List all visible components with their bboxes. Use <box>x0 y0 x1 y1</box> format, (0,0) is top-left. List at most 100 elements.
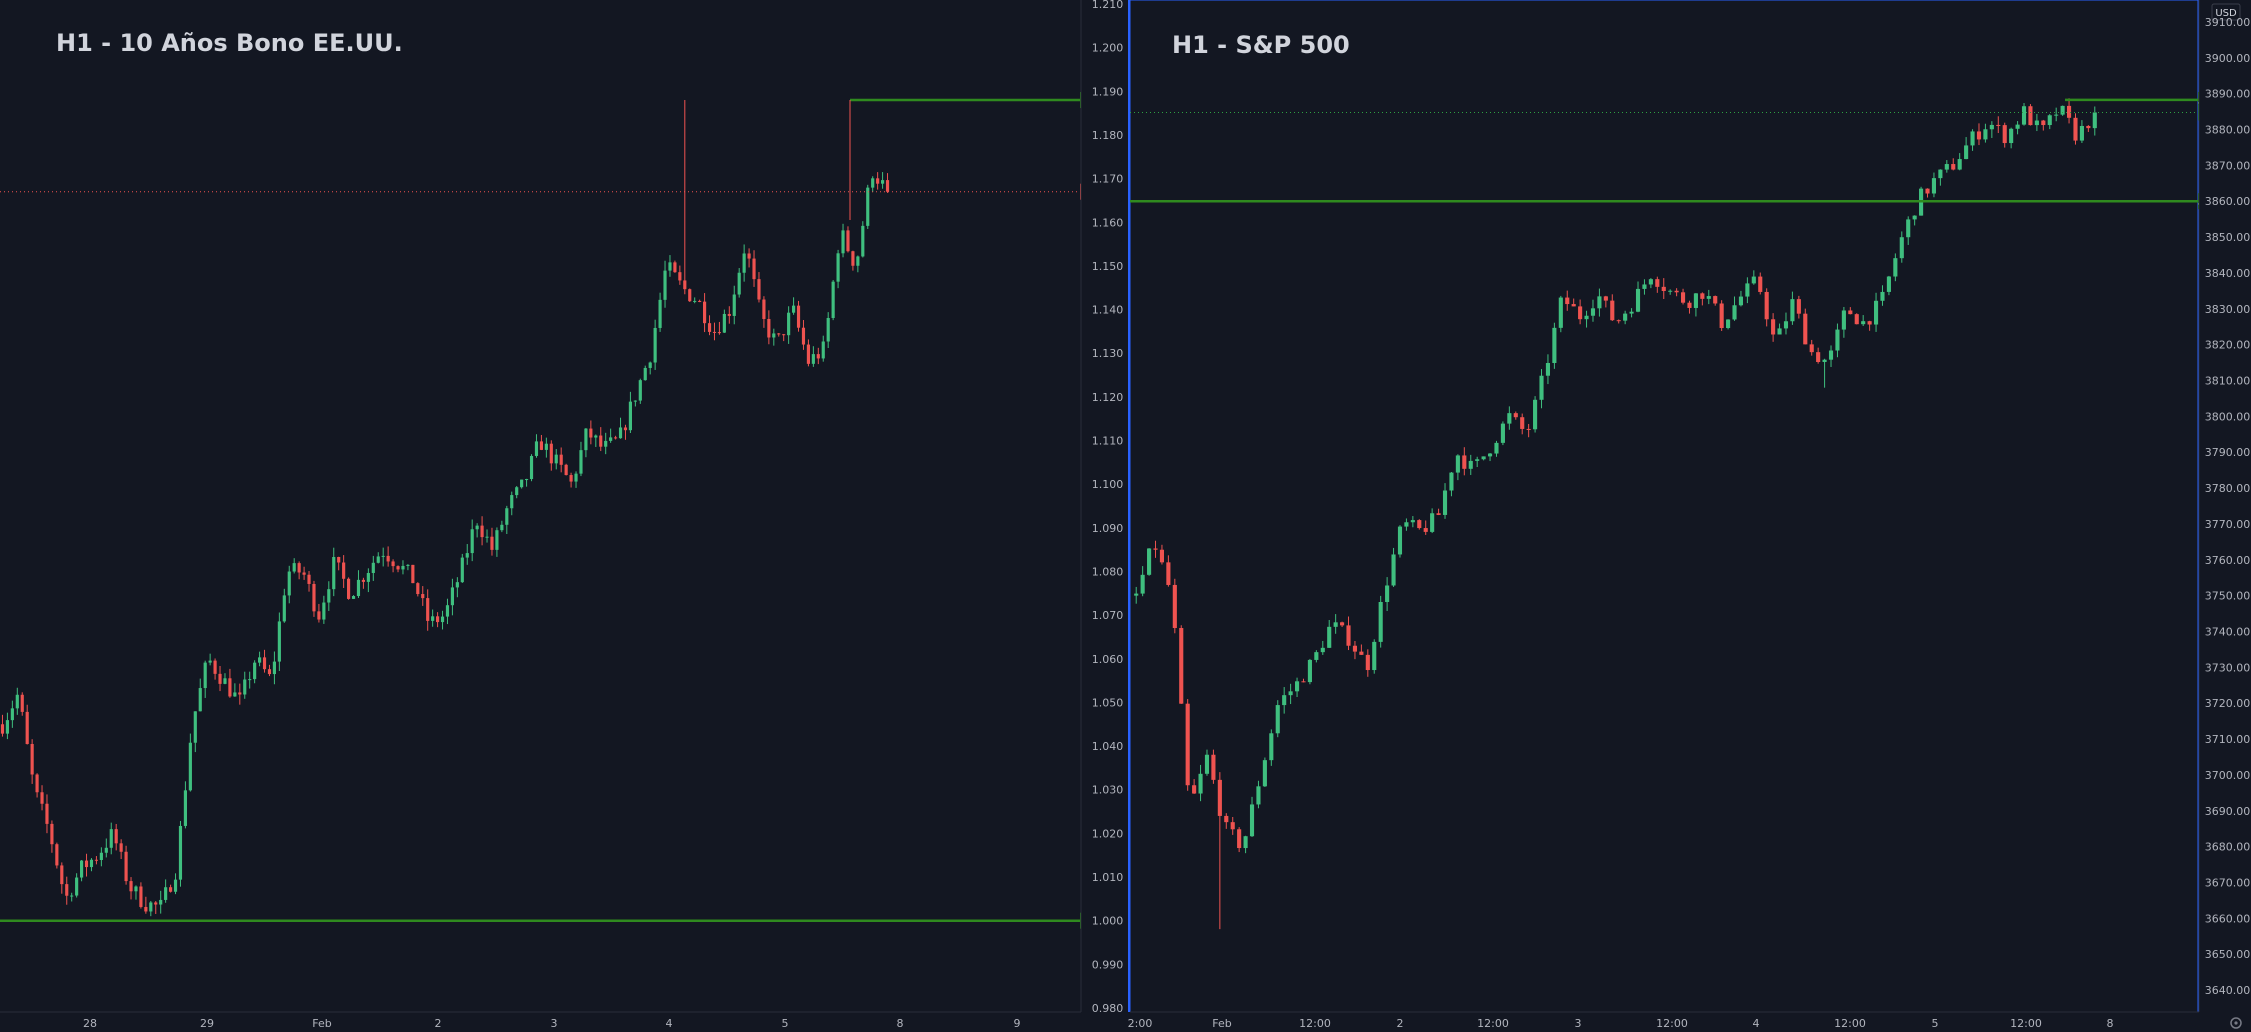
candle-body <box>1507 413 1512 424</box>
candle-body <box>1545 363 1551 376</box>
candle-body <box>2092 112 2097 129</box>
candle-body <box>1861 321 1866 325</box>
candle-body <box>2021 106 2027 125</box>
candle-body <box>272 661 276 675</box>
candle-body <box>653 327 657 363</box>
candle-body <box>322 602 326 620</box>
candle-body <box>356 579 361 597</box>
candle-body <box>243 679 247 695</box>
candle-body <box>1648 279 1653 285</box>
candle-body <box>584 428 588 451</box>
candle-body <box>594 435 598 438</box>
sp500-x-tick-label: 12:00 <box>1834 1017 1866 1030</box>
candle-body <box>1816 352 1821 363</box>
candle-body <box>1417 520 1422 529</box>
candle-body <box>1706 296 1711 299</box>
candle-body <box>1513 413 1518 418</box>
bond-x-tick-label: 2 <box>435 1017 442 1030</box>
sp500-price-axis[interactable]: USD 3910.00 3900.00 3890.00 3880.00 3870.00 3… <box>2198 0 2251 1032</box>
candle-body <box>564 464 568 476</box>
candle-body <box>267 669 272 675</box>
candle-body <box>1661 286 1666 292</box>
candle-body <box>1719 303 1724 329</box>
candle-body <box>40 792 44 804</box>
candle-body <box>1726 319 1731 329</box>
candle-body <box>1822 359 1827 363</box>
candle-body <box>1616 320 1621 322</box>
candle-body <box>1938 169 1943 179</box>
candle-body <box>1475 459 1480 461</box>
candle-body <box>1468 460 1473 469</box>
bond-y-tick-label: 1.010 <box>1092 871 1124 884</box>
candle-body <box>342 562 346 579</box>
sp500-y-tick-label: 3670.00 <box>2205 877 2251 890</box>
candle-body <box>1693 293 1698 308</box>
candle-body <box>1147 548 1152 575</box>
candle-body <box>1198 773 1203 794</box>
sp500-x-tick-label: 3 <box>1575 1017 1582 1030</box>
bond-x-tick-label: 28 <box>83 1017 97 1030</box>
candle-body <box>1976 131 1982 140</box>
candle-body <box>544 443 548 450</box>
candle-body <box>1565 297 1570 305</box>
sp500-y-tick-label: 3810.00 <box>2205 375 2251 388</box>
candle-body <box>1192 785 1197 794</box>
sp500-chart-pane[interactable]: 3888.253860.003884.75 H1 - S&P 500 <box>1129 0 2248 1013</box>
currency-label: USD <box>2215 8 2237 19</box>
candle-body <box>1783 321 1789 329</box>
bond-price-axis[interactable]: 1.210 1.200 1.190 1.180 1.170 1.160 1.150 1.140… <box>1080 0 1128 1032</box>
candle-body <box>178 825 183 880</box>
candle-body <box>1680 292 1686 303</box>
candle-body <box>421 594 425 599</box>
candle-body <box>1635 288 1641 312</box>
candle-body <box>1282 695 1287 706</box>
candle-body <box>554 454 558 464</box>
candle-body <box>1359 651 1364 655</box>
candle-body <box>2054 114 2059 116</box>
candle-body <box>1732 305 1737 320</box>
sp500-y-tick-label: 3840.00 <box>2205 267 2251 280</box>
candle-body <box>124 851 128 882</box>
currency-badge-box <box>2211 3 2241 21</box>
candle-body <box>1385 585 1390 602</box>
candle-body <box>10 708 14 721</box>
candle-body <box>332 556 336 590</box>
candle-body <box>1449 472 1454 491</box>
time-axis[interactable]: 28 29 Feb 2 3 4 5 8 9 2:00 Feb 12:00 2 12:00 3 12:00 4 1… <box>0 1011 2251 1032</box>
bond-y-tick-label: 1.190 <box>1092 85 1124 98</box>
settings-gear-icon[interactable] <box>2230 1017 2242 1029</box>
candle-body <box>732 294 736 316</box>
candle-body <box>460 557 464 583</box>
candle-body <box>376 556 380 563</box>
sp500-x-tick-label: 2:00 <box>1128 1017 1153 1030</box>
sp500-y-tick-label: 3790.00 <box>2205 446 2251 459</box>
currency-badge[interactable]: USD <box>2211 3 2241 21</box>
candle-body <box>159 899 163 905</box>
candle-body <box>559 454 563 465</box>
sp500-x-tick-label: 2 <box>1397 1017 1404 1030</box>
sp500-time-ticks: 2:00 Feb 12:00 2 12:00 3 12:00 4 12:00 5 12:00 8 <box>1128 1017 2114 1030</box>
candle-body <box>1185 703 1190 786</box>
candle-body <box>876 178 880 184</box>
candle-body <box>623 427 628 431</box>
candle-body <box>144 906 148 912</box>
candle-body <box>1500 423 1505 443</box>
sp500-y-tick-label: 3820.00 <box>2205 339 2251 352</box>
sp500-y-tick-label: 3740.00 <box>2205 626 2251 639</box>
sp500-y-tick-label: 3800.00 <box>2205 410 2251 423</box>
sp500-y-tick-label: 3640.00 <box>2205 984 2251 997</box>
candle-body <box>500 524 504 531</box>
candle-body <box>253 662 257 680</box>
bond-time-ticks: 28 29 Feb 2 3 4 5 8 9 <box>83 1017 1021 1030</box>
candle-body <box>401 565 405 570</box>
candle-body <box>618 427 623 439</box>
sp500-x-tick-label: 4 <box>1753 1017 1760 1030</box>
candle-body <box>2066 105 2072 118</box>
candle-body <box>416 583 420 595</box>
candle-body <box>796 305 801 328</box>
candle-body <box>1340 622 1345 626</box>
candle-body <box>1713 296 1718 304</box>
candle-body <box>60 865 64 885</box>
candle-body <box>762 299 766 319</box>
candle-body <box>366 573 370 582</box>
